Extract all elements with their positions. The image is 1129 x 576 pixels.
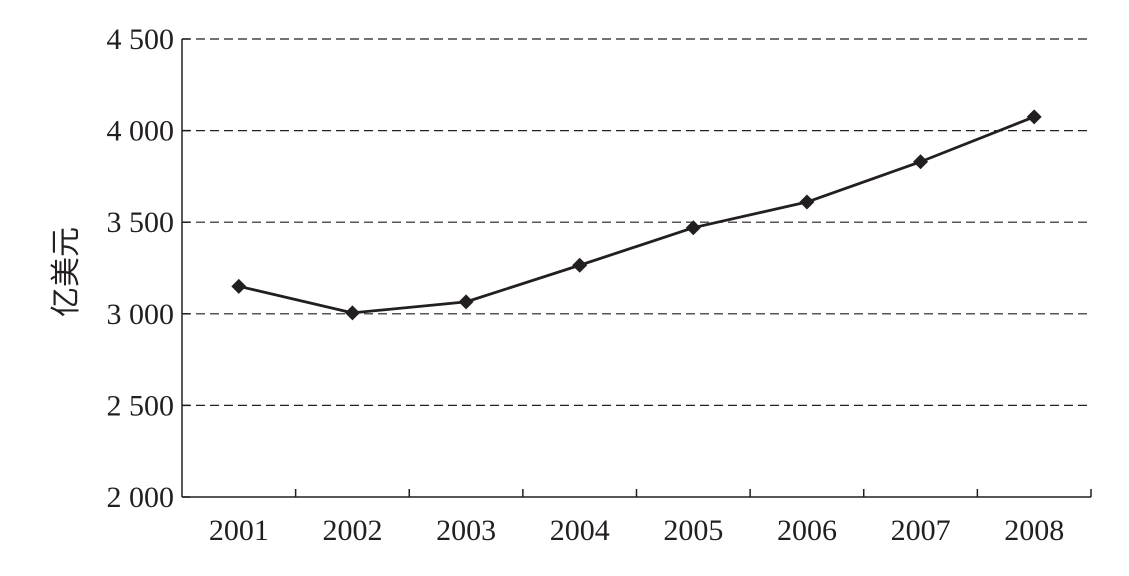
x-tick-label: 2002 xyxy=(322,514,382,547)
y-tick-label: 2 500 xyxy=(107,389,175,422)
x-tick-label: 2006 xyxy=(777,514,837,547)
data-point-marker xyxy=(685,220,701,236)
y-tick-label: 3 500 xyxy=(107,206,175,239)
data-point-marker xyxy=(1026,109,1042,125)
x-tick-label: 2004 xyxy=(550,514,610,547)
y-axis-ticks: 2 000 2 500 3 000 3 500 4 000 4 500 xyxy=(107,23,190,514)
y-tick-label: 2 000 xyxy=(107,481,175,514)
y-tick-label: 4 500 xyxy=(107,23,175,56)
x-tick-label: 2001 xyxy=(209,514,269,547)
x-tick-label: 2003 xyxy=(436,514,496,547)
data-point-marker xyxy=(231,278,247,294)
gridlines xyxy=(182,38,1091,406)
y-tick-label: 4 000 xyxy=(107,115,175,148)
y-tick-label: 3 000 xyxy=(107,298,175,331)
x-tick-label: 2005 xyxy=(663,514,723,547)
data-point-marker xyxy=(344,305,360,321)
axes xyxy=(181,39,1091,498)
x-tick-label: 2008 xyxy=(1004,514,1064,547)
series xyxy=(231,109,1042,321)
x-axis-ticks: 2001 2002 2003 2004 2005 2006 2007 2008 xyxy=(209,489,1092,547)
x-tick-label: 2007 xyxy=(891,514,951,547)
y-axis-title: 亿美元 xyxy=(50,227,83,317)
data-point-marker xyxy=(913,154,929,170)
series-line xyxy=(238,115,1035,315)
data-point-marker xyxy=(458,294,474,310)
data-point-marker xyxy=(572,257,588,273)
data-point-marker xyxy=(799,194,815,210)
